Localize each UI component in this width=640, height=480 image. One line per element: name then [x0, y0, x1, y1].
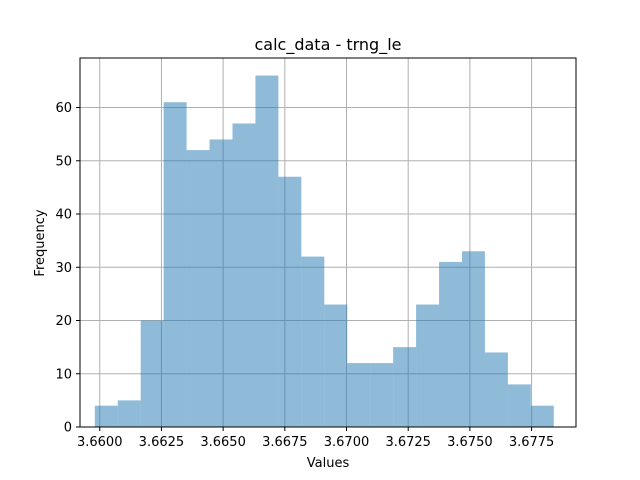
y-tick-label: 10	[55, 367, 72, 382]
y-tick-label: 0	[64, 421, 72, 436]
y-axis-ticks: 0 10 20 30 40 50 60	[55, 101, 80, 436]
x-tick-label: 3.6675	[262, 435, 308, 450]
histogram-bar	[117, 400, 141, 427]
x-tick-label: 3.6600	[77, 435, 123, 450]
chart-title: calc_data - trng_le	[255, 35, 402, 55]
x-tick-label: 3.6775	[509, 435, 555, 450]
histogram-bar	[416, 304, 440, 427]
x-tick-label: 3.6725	[385, 435, 431, 450]
plot-frame	[79, 57, 577, 428]
histogram-bar	[484, 352, 508, 427]
histogram-bar	[507, 384, 531, 427]
histogram-bar	[393, 347, 417, 427]
histogram-bar	[94, 405, 118, 427]
histogram-bar	[301, 256, 325, 427]
y-tick-label: 60	[55, 101, 72, 116]
x-tick-label: 3.6650	[200, 435, 246, 450]
histogram-bar	[324, 304, 348, 427]
histogram-bar	[370, 363, 394, 427]
x-tick-label: 3.6625	[139, 435, 185, 450]
histogram-bar	[255, 75, 279, 428]
histogram-bar	[278, 176, 302, 427]
y-tick-label: 20	[55, 314, 72, 329]
histogram-bar	[140, 320, 164, 427]
histogram-bar	[209, 139, 233, 427]
histogram-bar	[530, 405, 554, 427]
x-tick-label: 3.6700	[324, 435, 370, 450]
histogram-bars	[94, 75, 554, 428]
x-axis-ticks: 3.6600 3.6625 3.6650 3.6675 3.6700 3.6725 3.67…	[77, 427, 554, 450]
histogram-bar	[232, 123, 256, 428]
y-tick-label: 50	[55, 154, 72, 169]
histogram-bar	[347, 363, 371, 427]
histogram-bar	[186, 150, 210, 427]
x-tick-label: 3.6750	[447, 435, 493, 450]
y-tick-label: 40	[55, 208, 72, 223]
histogram-bar	[163, 102, 187, 428]
histogram-bar	[439, 261, 462, 427]
y-tick-label: 30	[55, 261, 72, 276]
histogram-bar	[461, 251, 485, 427]
y-axis-label: Frequency	[33, 209, 48, 276]
x-axis-label: Values	[307, 456, 350, 471]
